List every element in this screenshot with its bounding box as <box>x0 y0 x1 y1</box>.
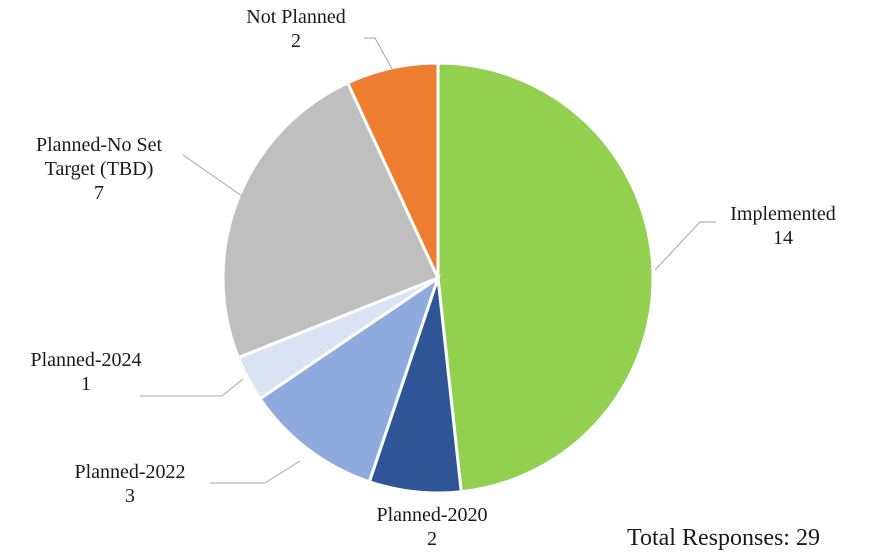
data-label-line: 3 <box>125 485 135 507</box>
data-label-line: 7 <box>94 182 104 204</box>
leader-line-not-planned <box>364 37 393 70</box>
data-label-not-planned: Not Planned 2 <box>246 6 345 52</box>
leader-line-planned-2024 <box>140 378 244 397</box>
data-label-line: Planned-No Set <box>36 134 163 156</box>
data-label-line: 1 <box>81 373 91 395</box>
total-responses-annotation: Total Responses: 29 <box>627 525 820 551</box>
data-label-line: Planned-2020 <box>376 504 487 526</box>
pie-slice-implemented <box>436 61 655 494</box>
data-label-planned-2020: Planned-2020 2 <box>376 504 487 550</box>
data-label-planned-2022: Planned-2022 3 <box>74 461 185 507</box>
data-label-implemented: Implemented 14 <box>730 203 836 249</box>
leader-line-implemented <box>654 221 716 271</box>
data-label-line: 2 <box>291 30 301 52</box>
data-label-planned-no-set-target-tbd: Planned-No Set Target (TBD) 7 <box>36 134 163 204</box>
data-label-line: Not Planned <box>246 6 345 28</box>
pie-slices <box>221 61 655 495</box>
data-label-line: Implemented <box>730 203 836 225</box>
leader-line-planned-2022 <box>210 460 301 484</box>
data-label-planned-2024: Planned-2024 1 <box>30 349 141 395</box>
data-label-line: Planned-2024 <box>30 349 141 371</box>
data-label-line: Planned-2022 <box>74 461 185 483</box>
leader-lines <box>140 37 716 484</box>
leader-line-planned-no-set-target-tbd <box>182 154 243 197</box>
data-label-line: Target (TBD) <box>45 158 154 180</box>
data-label-line: 2 <box>427 528 437 550</box>
pie-slice-planned-2022 <box>257 274 441 484</box>
data-label-line: 14 <box>773 227 793 249</box>
pie-slice-planned-no-set-target-tbd <box>221 80 441 360</box>
